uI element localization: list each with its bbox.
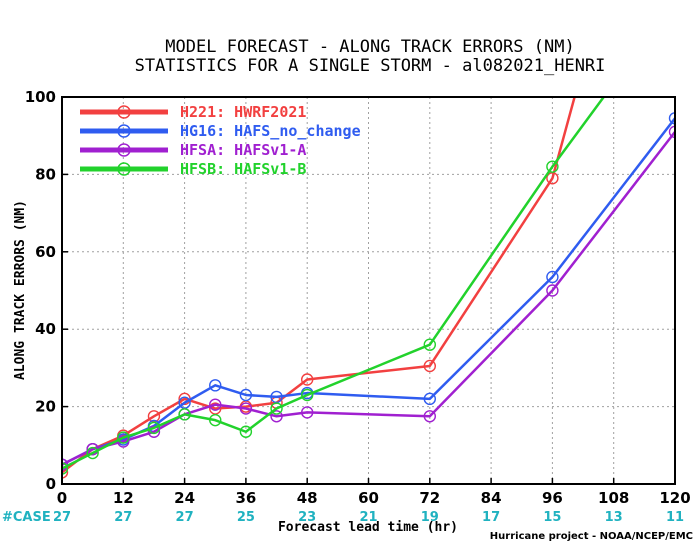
plot-area (62, 0, 681, 479)
series-4-point (670, 0, 681, 6)
x-tick-label: 48 (297, 489, 318, 507)
series-3-point (209, 398, 222, 411)
case-count: 23 (298, 510, 316, 525)
case-count: 19 (421, 510, 439, 525)
case-count: 27 (114, 510, 132, 525)
x-tick-label: 12 (113, 489, 134, 507)
series-4-point (423, 338, 436, 351)
x-tick-label: 0 (57, 489, 67, 507)
case-label: #CASE (2, 510, 51, 525)
series-2-point (546, 270, 559, 284)
x-tick-label: 96 (542, 489, 563, 507)
chart-subtitle: STATISTICS FOR A SINGLE STORM - al082021… (135, 56, 606, 76)
series-4 (62, 0, 681, 475)
legend-entry: HG16: HAFS_no_change (180, 122, 361, 140)
case-count: 17 (482, 510, 500, 525)
y-tick-label: 0 (46, 475, 56, 493)
legend-marker (117, 124, 131, 138)
series-2-point (668, 112, 675, 125)
series-1-point (301, 373, 314, 386)
series-2-point (423, 392, 436, 406)
series-4-point (301, 388, 314, 402)
x-tick-label: 24 (174, 489, 195, 507)
series-4-point (62, 462, 69, 475)
legend-entry: HFSB: HAFSv1-B (180, 160, 306, 178)
x-tick-label: 36 (235, 489, 256, 507)
series-4-point (546, 160, 559, 173)
legend-marker (117, 105, 131, 119)
case-count: 15 (543, 510, 561, 525)
legend-marker (117, 143, 131, 157)
series-3-point (270, 410, 283, 423)
series-3-point (301, 406, 314, 419)
y-tick-label: 40 (35, 320, 56, 338)
series-3-point (668, 125, 675, 139)
legend-marker (117, 162, 131, 176)
x-tick-label: 120 (659, 489, 690, 507)
case-count: 27 (176, 510, 194, 525)
y-tick-label: 100 (25, 88, 56, 106)
case-counts: 27 27 27 25 23 21 19 17 15 13 11 (53, 510, 684, 525)
x-tick-label: 72 (419, 489, 440, 507)
y-axis-label: ALONG TRACK ERRORS (NM) (13, 200, 28, 380)
series-1-point (423, 359, 436, 373)
case-count: 27 (53, 510, 71, 525)
y-tick-label: 20 (35, 398, 56, 416)
series-4-point (270, 402, 283, 415)
x-axis-label: Forecast lead time (hr) (278, 520, 458, 535)
series-2-point (209, 379, 222, 392)
series-1-point (62, 466, 69, 479)
series-3-point (239, 402, 253, 415)
series-2 (62, 112, 675, 471)
series-4-point (117, 431, 130, 444)
series-4-point (209, 413, 222, 427)
credit-text: Hurricane project - NOAA/NCEP/EMC (490, 531, 693, 542)
series-3-point (546, 284, 559, 297)
x-tick-label: 60 (358, 489, 379, 507)
case-count: 13 (605, 510, 623, 525)
series-4-point (86, 446, 99, 460)
x-tick-label: 84 (481, 489, 502, 507)
series-3-point (423, 410, 436, 423)
axis-ticks: 0 12 24 36 48 60 72 84 96 108 120 0 20 40 60 80 100 (25, 88, 691, 507)
series-4-point (178, 408, 191, 421)
legend-entry: HFSA: HAFSv1-A (180, 141, 306, 159)
chart-title: MODEL FORECAST - ALONG TRACK ERRORS (NM) (165, 37, 574, 57)
series-4-point (239, 425, 253, 438)
series-4-point (147, 421, 161, 435)
series-2-point (239, 388, 253, 402)
y-tick-label: 80 (35, 165, 56, 183)
case-count: 11 (666, 510, 684, 525)
case-count: 25 (237, 510, 255, 525)
series-3-point (147, 425, 161, 438)
x-tick-label: 108 (598, 489, 629, 507)
y-tick-label: 60 (35, 243, 56, 261)
legend-entry: H221: HWRF2021 (180, 103, 306, 121)
case-count: 21 (359, 510, 377, 525)
